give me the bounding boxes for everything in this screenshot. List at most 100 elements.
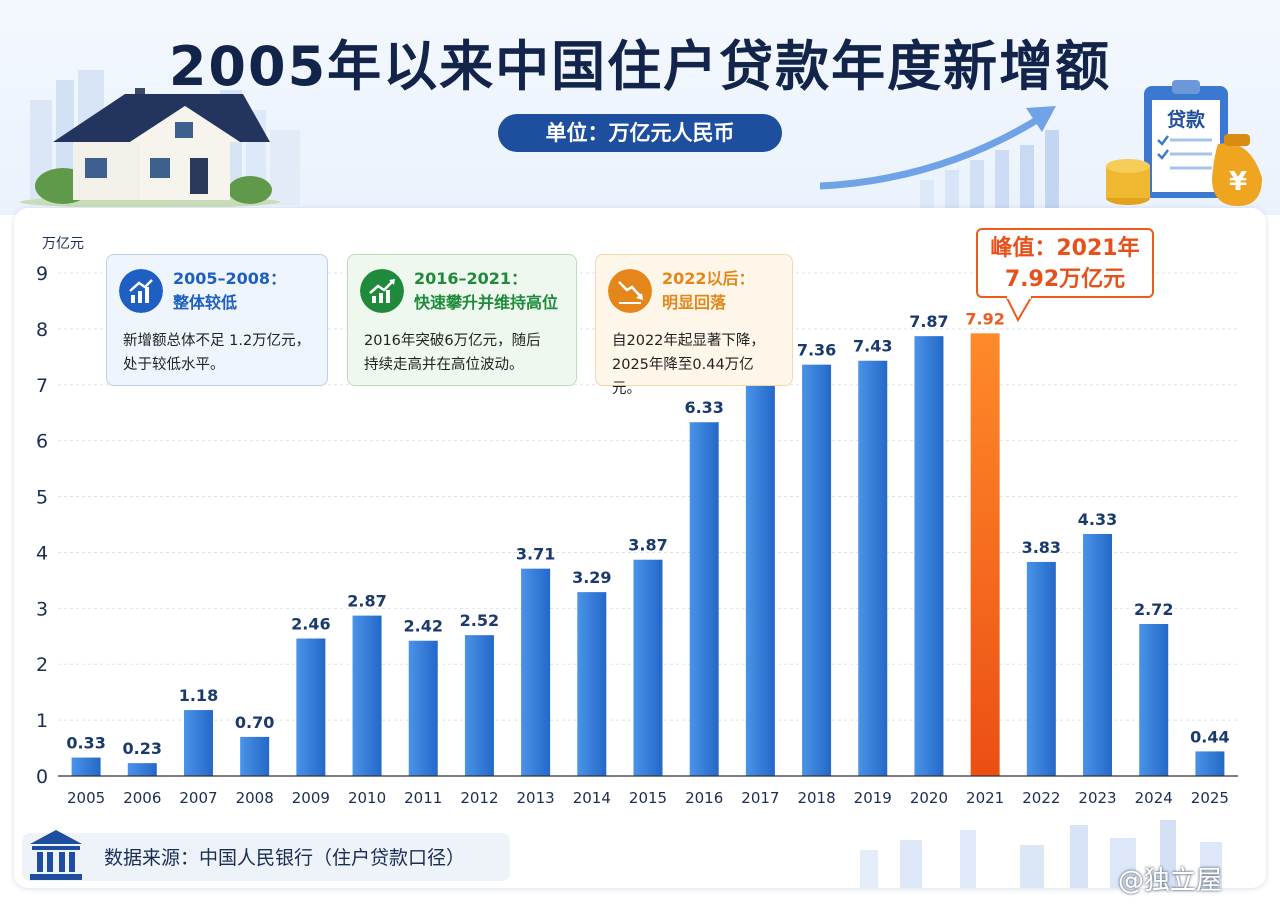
x-tick-label-2005: 2005 bbox=[67, 789, 105, 807]
y-tick-label: 1 bbox=[36, 710, 48, 732]
info-box-text-line2: 处于较低水平。 bbox=[123, 357, 225, 373]
bar-2020 bbox=[914, 336, 944, 776]
bank-icon bbox=[30, 830, 82, 880]
info-box-text-line1: 自2022年起显著下降， bbox=[612, 333, 765, 349]
bar-2025 bbox=[1195, 751, 1225, 776]
info-box-text-line1: 2016年突破6万亿元，随后 bbox=[364, 333, 541, 349]
info-box-title-line2: 整体较低 bbox=[173, 293, 238, 312]
x-tick-label-2025: 2025 bbox=[1191, 789, 1229, 807]
rising-chart-icon bbox=[119, 269, 163, 313]
uptrend-icon bbox=[360, 269, 404, 313]
page-title: 2005年以来中国住户贷款年度新增额 bbox=[168, 35, 1112, 98]
y-tick-label: 7 bbox=[36, 375, 48, 397]
value-label-2009: 2.46 bbox=[291, 615, 330, 634]
x-tick-label-2014: 2014 bbox=[573, 789, 611, 807]
x-tick-label-2024: 2024 bbox=[1135, 789, 1173, 807]
watermark: @独立屋 bbox=[1118, 866, 1223, 896]
x-tick-label-2009: 2009 bbox=[292, 789, 330, 807]
data-source: 数据来源：中国人民银行（住户贷款口径） bbox=[104, 847, 466, 869]
value-label-2021: 7.92 bbox=[965, 309, 1004, 328]
value-label-2010: 2.87 bbox=[347, 592, 386, 611]
value-label-2016: 6.33 bbox=[684, 398, 723, 417]
info-box-text-line1: 新增额总体不足 1.2万亿元， bbox=[123, 333, 311, 349]
peak-callout: 峰值：2021年 7.92万亿元 bbox=[976, 228, 1154, 298]
info-box-text-line2: 2025年降至0.44万亿元。 bbox=[612, 357, 754, 397]
value-label-2022: 3.83 bbox=[1022, 538, 1061, 557]
bar-2008 bbox=[240, 736, 270, 776]
peak-callout-line2: 7.92万亿元 bbox=[1004, 267, 1126, 292]
value-label-2025: 0.44 bbox=[1190, 727, 1229, 746]
value-label-2006: 0.23 bbox=[123, 739, 162, 758]
x-tick-label-2016: 2016 bbox=[685, 789, 723, 807]
chart-axes: 万亿元 0 1 2 3 4 5 6 7 8 9 2005 2006 2007 2008 2009 2010 201… bbox=[36, 236, 1238, 807]
x-tick-label-2022: 2022 bbox=[1022, 789, 1060, 807]
y-tick-label: 4 bbox=[36, 542, 48, 564]
info-box-2005-2008: 2005–2008： 整体较低 新增额总体不足 1.2万亿元， 处于较低水平。 bbox=[106, 254, 328, 386]
x-tick-label-2021: 2021 bbox=[966, 789, 1004, 807]
info-box-title-line2: 快速攀升并维持高位 bbox=[414, 293, 559, 312]
bar-2015 bbox=[633, 559, 663, 776]
y-tick-label: 9 bbox=[36, 263, 48, 285]
bar-2012 bbox=[464, 635, 494, 776]
bar-2017 bbox=[745, 377, 775, 776]
bar-2005 bbox=[71, 757, 101, 776]
bar-2024 bbox=[1139, 623, 1169, 776]
downtrend-icon bbox=[608, 269, 652, 313]
y-tick-label: 3 bbox=[36, 598, 48, 620]
value-label-2019: 7.43 bbox=[853, 337, 892, 356]
y-tick-label: 0 bbox=[36, 766, 48, 788]
city-skyline-right-icon bbox=[860, 820, 1222, 888]
yuan-symbol: ¥ bbox=[1229, 167, 1247, 197]
loan-badge-text: 贷款 bbox=[1167, 108, 1206, 131]
loan-clipboard-icon: 贷款 ¥ bbox=[1106, 80, 1262, 206]
info-box-2022-later: 2022以后： 明显回落 自2022年起显著下降， 2025年降至0.44万亿元… bbox=[595, 254, 793, 397]
info-box-title-line1: 2005–2008： bbox=[173, 269, 287, 288]
info-box-2016-2021: 2016–2021： 快速攀升并维持高位 2016年突破6万亿元，随后 持续走高… bbox=[347, 254, 577, 386]
x-tick-label-2012: 2012 bbox=[460, 789, 498, 807]
source-bar bbox=[22, 833, 510, 881]
y-axis-label: 万亿元 bbox=[42, 236, 84, 252]
bar-2007 bbox=[183, 710, 213, 776]
y-tick-label: 8 bbox=[36, 319, 48, 341]
house-icon bbox=[20, 88, 280, 207]
bar-2021 bbox=[970, 333, 1000, 776]
value-label-2013: 3.71 bbox=[516, 545, 555, 564]
value-label-2023: 4.33 bbox=[1078, 510, 1117, 529]
value-label-2014: 3.29 bbox=[572, 568, 611, 587]
y-tick-label: 2 bbox=[36, 654, 48, 676]
x-tick-label-2011: 2011 bbox=[404, 789, 442, 807]
y-tick-label: 5 bbox=[36, 487, 48, 509]
peak-callout-line1: 峰值：2021年 bbox=[990, 236, 1140, 261]
peak-callout-pointer bbox=[1004, 296, 1034, 323]
info-box-title-line2: 明显回落 bbox=[662, 293, 727, 312]
value-label-2012: 2.52 bbox=[460, 611, 499, 630]
value-label-2018: 7.36 bbox=[797, 341, 836, 360]
value-label-2005: 0.33 bbox=[66, 734, 105, 753]
bar-2010 bbox=[352, 615, 382, 776]
unit-label: 单位：万亿元人民币 bbox=[498, 114, 782, 152]
info-box-text-line2: 持续走高并在高位波动。 bbox=[364, 357, 524, 373]
x-tick-label-2020: 2020 bbox=[910, 789, 948, 807]
bar-2011 bbox=[408, 640, 438, 776]
bar-2006 bbox=[127, 763, 157, 776]
bar-2009 bbox=[296, 638, 326, 776]
value-label-2008: 0.70 bbox=[235, 713, 274, 732]
bar-2018 bbox=[802, 364, 832, 776]
bar-2023 bbox=[1083, 534, 1113, 776]
bar-2022 bbox=[1026, 561, 1056, 776]
bar-2014 bbox=[577, 592, 607, 776]
x-tick-label-2007: 2007 bbox=[179, 789, 217, 807]
x-tick-label-2008: 2008 bbox=[236, 789, 274, 807]
growth-arrow-icon bbox=[820, 106, 1059, 210]
value-label-2020: 7.87 bbox=[909, 312, 948, 331]
value-label-2007: 1.18 bbox=[179, 686, 218, 705]
bar-2019 bbox=[858, 360, 888, 776]
info-box-title-line1: 2016–2021： bbox=[414, 269, 528, 288]
value-label-2024: 2.72 bbox=[1134, 600, 1173, 619]
x-tick-label-2017: 2017 bbox=[741, 789, 779, 807]
x-tick-label-2019: 2019 bbox=[854, 789, 892, 807]
info-box-title-line1: 2022以后： bbox=[662, 269, 755, 288]
x-tick-label-2015: 2015 bbox=[629, 789, 667, 807]
x-tick-label-2010: 2010 bbox=[348, 789, 386, 807]
